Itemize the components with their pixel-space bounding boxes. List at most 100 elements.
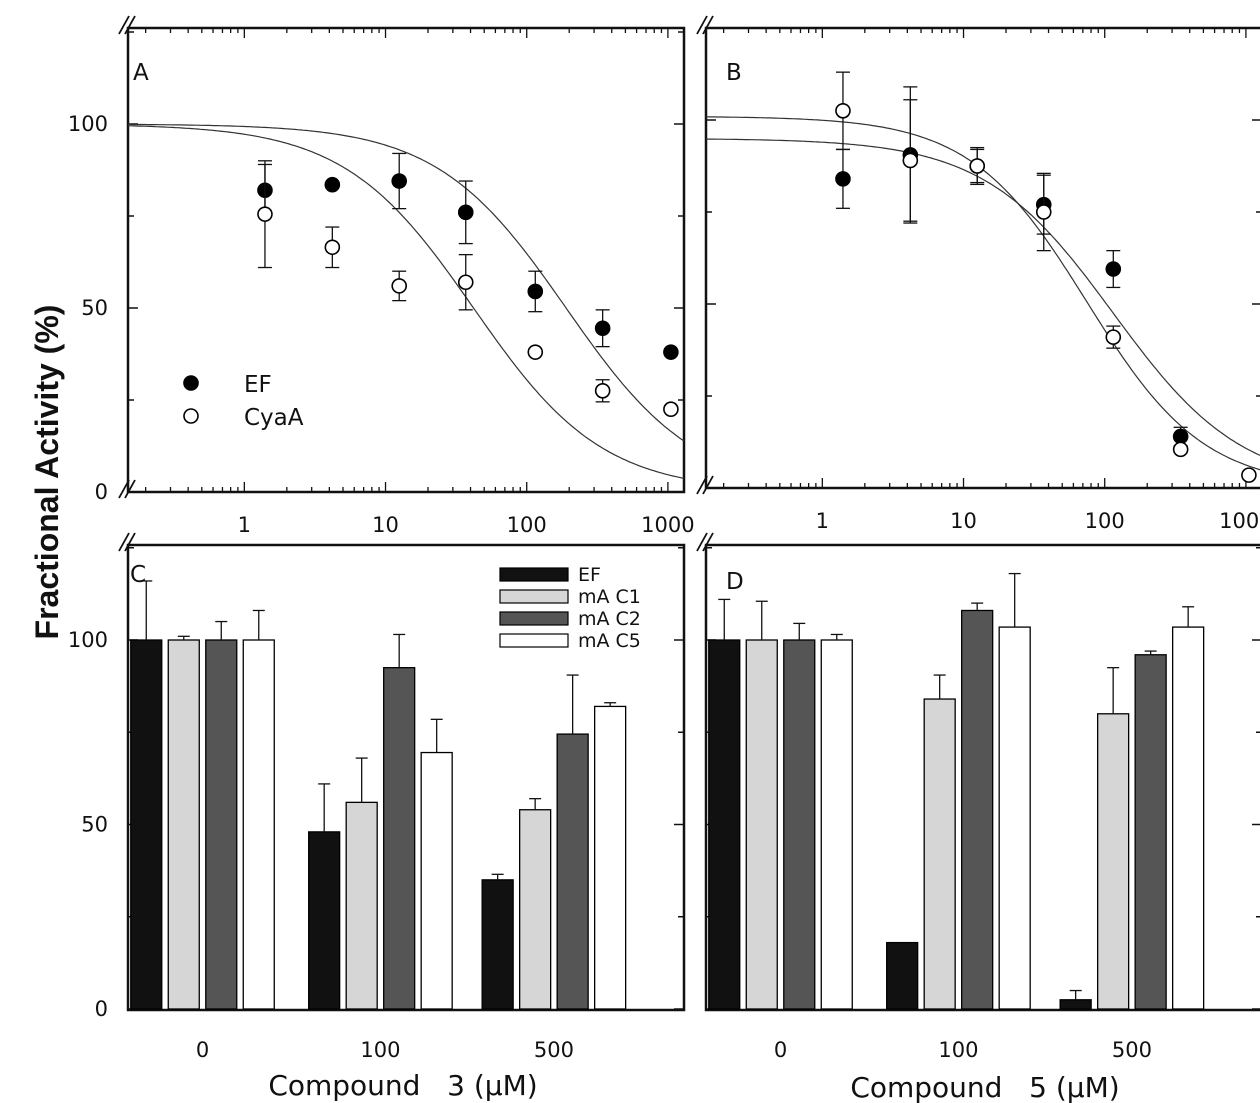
bar-ef [708, 639, 741, 1010]
axis-break [118, 15, 130, 35]
panel-label: C [130, 562, 146, 588]
fit-curve-cyaa [127, 125, 685, 479]
panel-a: A 0 50 100 1 10 100 1000 EF CyaA [68, 15, 695, 537]
panel-label: B [726, 60, 742, 86]
axis-break [118, 532, 130, 552]
bar-ma-c5 [594, 705, 627, 1010]
bar-ma-c2 [556, 733, 589, 1010]
bar-ma-c2 [783, 639, 816, 1010]
point-cyaa [663, 401, 679, 418]
bar-ma-c5 [820, 639, 853, 1010]
legend-swatch [499, 633, 569, 648]
point-cyaa [1035, 204, 1052, 220]
y-tick-label: 100 [68, 112, 108, 136]
x-tick-label: 100 [507, 513, 547, 537]
x-tick-label: 500 [1112, 1038, 1152, 1062]
panel-b: B 1 10 100 1000 [696, 15, 1260, 533]
x-tick-label: 100 [938, 1038, 978, 1062]
y-tick-label: 0 [95, 480, 108, 504]
legend-label: EF [578, 564, 601, 586]
bar-ma-c5 [420, 751, 453, 1010]
x-tick-label: 0 [196, 1038, 209, 1062]
panel-d: D 0 100 500 [696, 532, 1260, 1062]
legend-label: mA C2 [578, 608, 641, 630]
bar-ma-c1 [167, 639, 200, 1010]
fit-curve-ef [128, 123, 685, 442]
point-cyaa [969, 158, 986, 174]
x-tick-label: 10 [950, 509, 977, 533]
axis-break [124, 479, 136, 499]
panel-label: A [133, 60, 149, 86]
y-tick-label: 50 [81, 296, 108, 320]
axis-break [124, 532, 136, 552]
bar-ma-c2 [383, 667, 416, 1010]
x-tick-label: 100 [1085, 509, 1125, 533]
x-tick-label: 1 [238, 513, 251, 537]
legend-swatch [499, 589, 569, 604]
bar-ef [886, 941, 919, 1010]
point-cyaa [527, 344, 544, 360]
legend-swatch [499, 611, 569, 626]
panel-frame [704, 543, 1260, 1012]
panel-frame [704, 26, 1260, 490]
point-cyaa [457, 274, 474, 291]
x-tick-label: 100 [360, 1038, 400, 1062]
point-cyaa [324, 239, 341, 256]
point-ef [1172, 428, 1189, 445]
point-cyaa [835, 103, 851, 119]
point-cyaa [1241, 467, 1257, 483]
bar-ma-c1 [745, 639, 778, 1010]
point-ef [663, 344, 679, 360]
axis-break [696, 475, 708, 495]
fit-curve-ef [705, 138, 1260, 457]
bar-ma-c2 [961, 609, 994, 1010]
point-cyaa [902, 152, 919, 169]
point-cyaa [594, 382, 611, 399]
bar-ma-c1 [519, 809, 552, 1010]
point-ef [835, 171, 851, 187]
bar-ef [481, 879, 514, 1010]
x-tick-label: 0 [774, 1038, 787, 1062]
axis-break [702, 532, 714, 552]
bar-ma-c5 [1172, 626, 1205, 1010]
point-ef [594, 320, 611, 337]
axis-break [702, 15, 714, 35]
point-ef [391, 173, 408, 189]
y-tick-label: 0 [95, 997, 108, 1021]
axis-break [702, 475, 714, 495]
x-tick-label: 500 [534, 1038, 574, 1062]
point-ef [527, 283, 544, 300]
panel-frame [126, 26, 686, 494]
bar-ma-c1 [345, 801, 378, 1010]
y-tick-label: 50 [81, 813, 108, 837]
legend-marker-cyaa [183, 408, 199, 424]
bar-ma-c1 [923, 698, 956, 1010]
y-axis-label: Fractional Activity (%) [29, 305, 65, 640]
axis-break [118, 479, 130, 499]
x-tick-label: 1 [816, 509, 829, 533]
fit-curve-cyaa [706, 116, 1260, 471]
x-tick-label: 1000 [1219, 509, 1260, 533]
point-cyaa [1105, 329, 1122, 345]
x-tick-label: 10 [372, 513, 399, 537]
bar-ma-c1 [1097, 713, 1130, 1010]
point-cyaa [1172, 441, 1189, 458]
point-ef [1105, 261, 1122, 277]
bar-ma-c5 [998, 626, 1031, 1010]
bar-ef [308, 831, 341, 1010]
point-cyaa [257, 206, 273, 222]
axis-break [124, 15, 136, 35]
axis-break [696, 15, 708, 35]
point-ef [457, 204, 474, 221]
panel-frame [126, 543, 686, 1012]
panel-d-x-axis-label: Compound 5 (μM) [850, 1071, 1119, 1103]
bar-ef [130, 639, 163, 1010]
bar-ma-c2 [1134, 654, 1167, 1010]
x-tick-label: 1000 [641, 513, 694, 537]
legend-label: mA C5 [578, 630, 641, 652]
axis-break [696, 532, 708, 552]
legend-marker-ef [183, 375, 199, 391]
legend-swatch [499, 567, 569, 582]
